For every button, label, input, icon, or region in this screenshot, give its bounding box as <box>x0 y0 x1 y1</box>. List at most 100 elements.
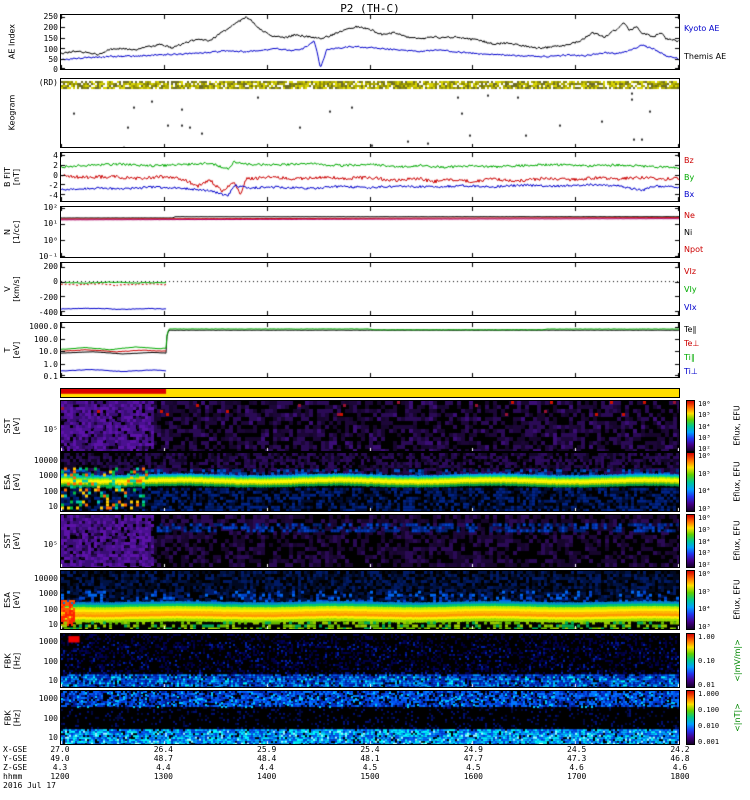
ylabel-unit: [eV] <box>12 532 21 550</box>
colorbar-sst_elec <box>686 514 695 568</box>
panel-fbk_b <box>60 690 680 745</box>
series-label-temperature-3: Ti⊥ <box>684 367 698 376</box>
ytick-temperature-1: 100.0 <box>33 334 58 344</box>
ae-plot-area <box>61 15 679 69</box>
colorbar-sst_ion <box>686 400 695 452</box>
ylabel-unit: [Hz] <box>12 709 21 726</box>
series-label-temperature-1: Te⊥ <box>684 339 700 348</box>
cbtick-sst_elec-0: 10⁶ <box>698 514 711 522</box>
ylabel-text: T <box>3 347 12 353</box>
series-label-bfit-1: By <box>684 173 695 182</box>
xaxis-zgse-0: 4.3 <box>52 763 68 772</box>
ytick-sst_elec-0: 10⁵ <box>43 539 58 549</box>
cbtick-sst_ion-4: 10² <box>698 445 711 453</box>
cbtick-esa_ion-3: 10³ <box>698 505 711 513</box>
xaxis-zgse-3: 4.5 <box>362 763 378 772</box>
series-label-temperature-0: Te∥ <box>684 325 697 334</box>
xaxis-row-label-3: hhmm <box>3 772 23 781</box>
cbtick-esa_ion-0: 10⁶ <box>698 452 711 460</box>
ytick-velocity-0: 200 <box>43 261 58 271</box>
ytick-density-2: 10⁰ <box>43 236 58 246</box>
ytick-density-3: 10⁻¹ <box>38 252 58 262</box>
ylabel-text: ESA <box>3 474 12 490</box>
ylabel-text: FBK <box>3 709 12 726</box>
xaxis-xgse-4: 24.9 <box>463 745 483 754</box>
panel-bfit <box>60 152 680 202</box>
ytick-ae-2: 150 <box>43 33 58 43</box>
ylabel-sst_ion: SST [eV] <box>3 400 21 452</box>
colorbar-esa_ion <box>686 452 695 512</box>
series-label-velocity-0: VIz <box>684 267 697 276</box>
series-label-density-0: Ne <box>684 210 695 220</box>
ytick-bfit-1: 2 <box>53 160 58 170</box>
xaxis-ygse-5: 47.3 <box>567 754 587 763</box>
ytick-bfit-3: -2 <box>48 180 58 190</box>
cbunit-sst_ion: Eflux, EFU <box>732 405 742 446</box>
xaxis-ygse-6: 46.8 <box>670 754 690 763</box>
colorbar-fbk_b <box>686 690 695 745</box>
cbtick-esa_elec-0: 10⁶ <box>698 570 711 578</box>
xaxis-zgse-4: 4.5 <box>466 763 481 772</box>
ylabel-text: AE Index <box>7 23 17 60</box>
cbunit-fbk_e: <|mV/m|> <box>732 638 742 682</box>
cbtick-esa_elec-2: 10⁴ <box>698 605 711 614</box>
xaxis-zgse-2: 4.4 <box>259 763 274 772</box>
cbtick-sst_ion-3: 10³ <box>698 433 711 442</box>
fbk_b-plot-area <box>61 691 679 744</box>
cbtick-fbk_e-1: 0.10 <box>698 657 715 665</box>
colorbar-esa_elec <box>686 570 695 630</box>
cbtick-esa_elec-3: 10³ <box>698 623 711 631</box>
series-label-temperature-2: Ti∥ <box>684 353 695 362</box>
ylabel-text: Keogram <box>7 94 17 131</box>
cbtick-sst_elec-2: 10⁴ <box>698 537 711 546</box>
ylabel-unit: [nT] <box>12 168 21 186</box>
ytick-esa_elec-3: 10 <box>48 620 58 629</box>
xaxis-ticks-0: 1200 <box>50 772 70 781</box>
panel-esa_ion <box>60 452 680 512</box>
panel-bar <box>60 388 680 398</box>
sst_ion-plot-area <box>61 401 679 451</box>
ytick-esa_ion-0: 10000 <box>33 455 58 465</box>
series-label-ae-0: Kyoto AE <box>684 24 720 33</box>
cbtick-sst_ion-0: 10⁶ <box>698 400 711 408</box>
ylabel-text: N <box>3 229 12 235</box>
ytick-fbk_b-2: 10 <box>48 732 58 742</box>
xaxis-xgse-2: 25.9 <box>257 745 277 754</box>
panel-temperature <box>60 322 680 378</box>
series-label-ae-1: Themis AE <box>684 52 727 61</box>
ylabel-bfit: B FIT [nT] <box>3 152 21 202</box>
ytick-fbk_e-0: 1000 <box>38 637 58 647</box>
ytick-bfit-2: 0 <box>53 170 58 180</box>
xaxis-row-label-2: Z-GSE <box>3 763 28 772</box>
ylabel-text: B FIT <box>3 167 12 187</box>
xaxis-ticks-3: 1500 <box>360 772 380 781</box>
panel-density <box>60 206 680 258</box>
ylabel-unit: [eV] <box>12 473 21 491</box>
xaxis-ygse-4: 47.7 <box>463 754 483 763</box>
ytick-keogram-0: (RD) <box>38 78 58 88</box>
xaxis-zgse-5: 4.6 <box>569 763 584 772</box>
ytick-fbk_b-0: 1000 <box>38 694 58 704</box>
ytick-esa_ion-3: 10 <box>48 502 58 511</box>
ylabel-sst_elec: SST [eV] <box>3 514 21 568</box>
cbunit-fbk_b: <|nT|> <box>732 702 742 732</box>
cbtick-esa_ion-1: 10⁵ <box>698 469 711 478</box>
ylabel-temperature: T [eV] <box>3 322 21 378</box>
ytick-ae-0: 250 <box>43 12 58 22</box>
xaxis-zgse-1: 4.4 <box>156 763 171 772</box>
ytick-temperature-4: 0.1 <box>43 372 58 382</box>
cbunit-sst_elec: Eflux, EFU <box>732 520 742 561</box>
series-label-velocity-1: VIy <box>684 285 697 294</box>
ylabel-fbk_b: FBK [Hz] <box>3 690 21 745</box>
cbtick-sst_ion-2: 10⁴ <box>698 422 711 431</box>
ylabel-text: ESA <box>3 592 12 608</box>
ytick-sst_ion-0: 10⁵ <box>43 424 58 434</box>
ytick-ae-5: 0 <box>53 65 58 75</box>
cbtick-esa_ion-2: 10⁴ <box>698 487 711 496</box>
esa_elec-plot-area <box>61 571 679 629</box>
cbtick-sst_elec-4: 10² <box>698 561 711 569</box>
velocity-plot-area <box>61 263 679 315</box>
keogram-plot-area <box>61 79 679 147</box>
bar-plot-area <box>61 389 679 397</box>
